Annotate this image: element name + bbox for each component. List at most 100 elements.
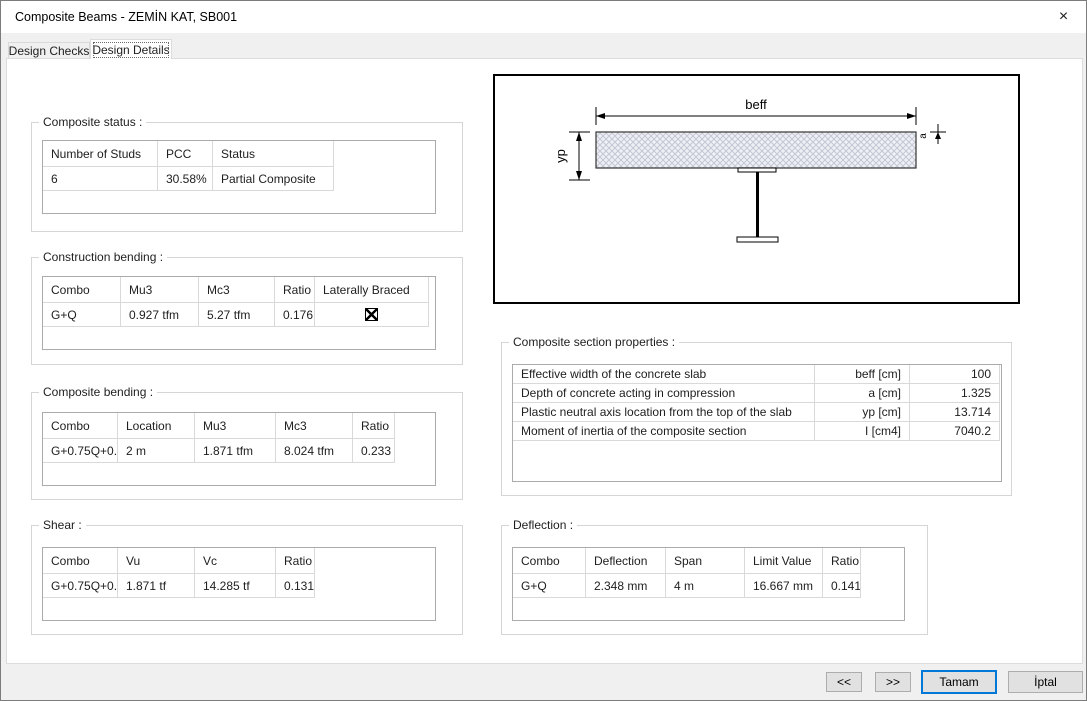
cell-ratio: 0.176	[275, 303, 315, 326]
composite-bending-table: Combo Location Mu3 Mc3 Ratio G+0.75Q+0..…	[42, 412, 436, 486]
title-bar: Composite Beams - ZEMİN KAT, SB001 ×	[1, 1, 1086, 33]
column-header: Ratio	[276, 548, 315, 573]
cell-pcc: 30.58%	[158, 167, 213, 190]
tab-label: Design Details	[92, 42, 170, 57]
column-header: Combo	[43, 277, 121, 302]
table-header-row: Combo Deflection Span Limit Value Ratio	[513, 548, 861, 574]
column-header: Ratio	[823, 548, 861, 573]
group-composite-bending: Composite bending : Combo Location Mu3 M…	[31, 385, 463, 500]
cell-vu: 1.871 tf	[118, 574, 195, 597]
column-header: Status	[213, 141, 334, 166]
close-icon: ×	[1058, 8, 1069, 25]
column-header: Mc3	[199, 277, 275, 302]
cell-number-of-studs: 6	[43, 167, 158, 190]
column-header: Number of Studs	[43, 141, 158, 166]
group-label: Composite status :	[39, 115, 147, 129]
table-row: Moment of inertia of the composite secti…	[513, 422, 1000, 441]
column-header: Deflection	[586, 548, 666, 573]
table-row: G+0.75Q+0.... 1.871 tf 14.285 tf 0.131	[43, 574, 315, 598]
column-header: Mu3	[121, 277, 199, 302]
cell-combo: G+0.75Q+0....	[43, 439, 118, 462]
cell-status: Partial Composite	[213, 167, 334, 190]
beff-label: beff	[745, 97, 767, 112]
table-row: 6 30.58% Partial Composite	[43, 167, 334, 191]
column-header: Location	[118, 413, 195, 438]
cell-combo: G+0.75Q+0....	[43, 574, 118, 597]
cell-location: 2 m	[118, 439, 195, 462]
cell-deflection: 2.348 mm	[586, 574, 666, 597]
table-header-row: Combo Vu Vc Ratio	[43, 548, 315, 574]
property-symbol: I [cm4]	[815, 422, 910, 440]
tab-label: Design Checks	[8, 43, 90, 58]
yp-label: yp	[553, 149, 568, 163]
table-row: G+0.75Q+0.... 2 m 1.871 tfm 8.024 tfm 0.…	[43, 439, 395, 463]
group-shear: Shear : Combo Vu Vc Ratio G+0.75Q+0.... …	[31, 518, 463, 635]
column-header: PCC	[158, 141, 213, 166]
property-value: 13.714	[910, 403, 1000, 421]
table-header-row: Combo Location Mu3 Mc3 Ratio	[43, 413, 395, 439]
tab-design-checks[interactable]: Design Checks	[8, 42, 90, 58]
section-properties-table: Effective width of the concrete slab bef…	[512, 364, 1002, 482]
column-header: Span	[666, 548, 745, 573]
cell-limit-value: 16.667 mm	[745, 574, 823, 597]
column-header: Limit Value	[745, 548, 823, 573]
composite-status-table: Number of Studs PCC Status 6 30.58% Part…	[42, 140, 436, 214]
group-construction-bending: Construction bending : Combo Mu3 Mc3 Rat…	[31, 250, 463, 365]
cell-mu3: 0.927 tfm	[121, 303, 199, 326]
column-header: Mu3	[195, 413, 276, 438]
laterally-braced-checkbox[interactable]	[365, 308, 378, 321]
group-label: Composite section properties :	[509, 335, 680, 349]
property-description: Effective width of the concrete slab	[513, 365, 815, 383]
property-symbol: beff [cm]	[815, 365, 910, 383]
composite-section-diagram: beff yp a	[493, 74, 1020, 304]
column-header: Combo	[513, 548, 586, 573]
column-header: Combo	[43, 413, 118, 438]
column-header: Vu	[118, 548, 195, 573]
group-section-properties: Composite section properties : Effective…	[501, 335, 1012, 496]
group-label: Deflection :	[509, 518, 578, 532]
cell-combo: G+Q	[513, 574, 586, 597]
deflection-table: Combo Deflection Span Limit Value Ratio …	[512, 547, 905, 621]
property-symbol: a [cm]	[815, 384, 910, 402]
table-row: G+Q 0.927 tfm 5.27 tfm 0.176	[43, 303, 429, 327]
group-composite-status: Composite status : Number of Studs PCC S…	[31, 115, 463, 232]
table-row: G+Q 2.348 mm 4 m 16.667 mm 0.141	[513, 574, 861, 598]
group-label: Composite bending :	[39, 385, 158, 399]
column-header: Ratio	[353, 413, 395, 438]
cell-mc3: 8.024 tfm	[276, 439, 353, 462]
cell-vc: 14.285 tf	[195, 574, 276, 597]
property-description: Depth of concrete acting in compression	[513, 384, 815, 402]
window-title: Composite Beams - ZEMİN KAT, SB001	[15, 10, 238, 24]
next-beam-button[interactable]: >>	[875, 672, 911, 692]
property-description: Plastic neutral axis location from the t…	[513, 403, 815, 421]
property-description: Moment of inertia of the composite secti…	[513, 422, 815, 440]
cancel-button[interactable]: İptal	[1008, 671, 1083, 693]
ok-button[interactable]: Tamam	[921, 670, 997, 694]
column-header: Ratio	[275, 277, 315, 302]
previous-beam-button[interactable]: <<	[826, 672, 862, 692]
property-value: 7040.2	[910, 422, 1000, 440]
tab-design-details[interactable]: Design Details	[90, 39, 172, 59]
cancel-label: İptal	[1034, 675, 1057, 689]
column-header: Laterally Braced	[315, 277, 429, 302]
ok-label: Tamam	[939, 675, 979, 689]
previous-beam-label: <<	[836, 675, 851, 689]
cell-mc3: 5.27 tfm	[199, 303, 275, 326]
cell-span: 4 m	[666, 574, 745, 597]
close-button[interactable]: ×	[1041, 1, 1086, 33]
next-beam-label: >>	[885, 675, 900, 689]
table-row: Plastic neutral axis location from the t…	[513, 403, 1000, 422]
steel-beam	[736, 167, 779, 243]
column-header: Combo	[43, 548, 118, 573]
a-label: a	[918, 133, 929, 139]
group-label: Shear :	[39, 518, 86, 532]
table-header-row: Combo Mu3 Mc3 Ratio Laterally Braced	[43, 277, 429, 303]
section-drawing: beff yp a	[553, 97, 946, 243]
column-header: Mc3	[276, 413, 353, 438]
cell-ratio: 0.141	[823, 574, 861, 597]
property-symbol: yp [cm]	[815, 403, 910, 421]
table-header-row: Number of Studs PCC Status	[43, 141, 334, 167]
cell-mu3: 1.871 tfm	[195, 439, 276, 462]
table-row: Depth of concrete acting in compression …	[513, 384, 1000, 403]
